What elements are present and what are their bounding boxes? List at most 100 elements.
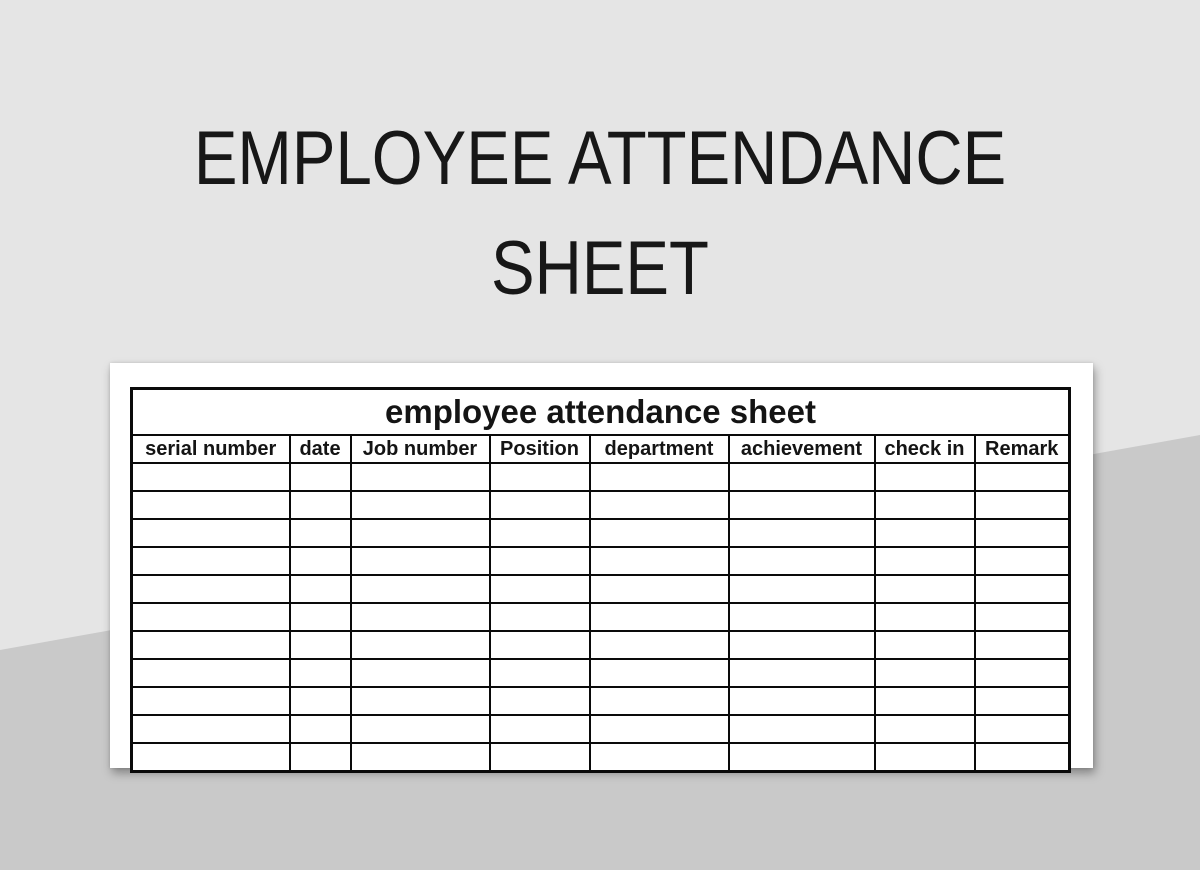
- empty-cell: [588, 630, 730, 660]
- empty-cell: [973, 602, 1071, 632]
- empty-cell: [288, 574, 352, 604]
- empty-cell: [130, 462, 291, 492]
- empty-cell: [727, 686, 876, 716]
- table-row: [130, 658, 1071, 688]
- empty-cell: [727, 574, 876, 604]
- empty-cell: [288, 630, 352, 660]
- empty-cell: [588, 462, 730, 492]
- empty-cell: [588, 490, 730, 520]
- column-header-check-in: check in: [873, 434, 976, 464]
- empty-cell: [349, 658, 491, 688]
- table-header-row: serial number date Job number Position depar…: [130, 434, 1071, 464]
- empty-cell: [488, 546, 591, 576]
- empty-cell: [973, 462, 1071, 492]
- table-row: [130, 602, 1071, 632]
- empty-cell: [349, 602, 491, 632]
- empty-cell: [488, 490, 591, 520]
- empty-cell: [727, 630, 876, 660]
- empty-cell: [130, 658, 291, 688]
- empty-cell: [873, 742, 976, 773]
- empty-cell: [973, 630, 1071, 660]
- empty-cell: [349, 490, 491, 520]
- empty-cell: [349, 742, 491, 773]
- empty-cell: [288, 602, 352, 632]
- empty-cell: [873, 686, 976, 716]
- empty-cell: [873, 490, 976, 520]
- template-preview-card: employee attendance sheet serial number d…: [110, 363, 1093, 773]
- table-row: [130, 518, 1071, 548]
- empty-cell: [588, 574, 730, 604]
- empty-cell: [349, 574, 491, 604]
- empty-cell: [973, 490, 1071, 520]
- page-title-line1: EMPLOYEE ATTENDANCE: [193, 116, 1007, 201]
- page-title: EMPLOYEE ATTENDANCE SHEET: [84, 104, 1116, 324]
- empty-cell: [727, 518, 876, 548]
- empty-cell: [130, 518, 291, 548]
- empty-cell: [130, 490, 291, 520]
- empty-cell: [288, 742, 352, 773]
- empty-cell: [288, 546, 352, 576]
- attendance-table: employee attendance sheet serial number d…: [130, 387, 1071, 773]
- empty-cell: [727, 658, 876, 688]
- empty-cell: [288, 490, 352, 520]
- table-row: [130, 742, 1071, 773]
- table-row: [130, 686, 1071, 716]
- empty-cell: [873, 630, 976, 660]
- empty-cell: [349, 546, 491, 576]
- table-row: [130, 714, 1071, 744]
- table-row: [130, 574, 1071, 604]
- column-header-department: department: [588, 434, 730, 464]
- empty-cell: [288, 462, 352, 492]
- empty-cell: [130, 546, 291, 576]
- column-header-date: date: [288, 434, 352, 464]
- empty-cell: [588, 658, 730, 688]
- empty-cell: [488, 518, 591, 548]
- empty-cell: [727, 490, 876, 520]
- column-header-remark: Remark: [973, 434, 1071, 464]
- empty-cell: [488, 462, 591, 492]
- empty-cell: [288, 714, 352, 744]
- empty-cell: [130, 574, 291, 604]
- empty-cell: [588, 742, 730, 773]
- column-header-achievement: achievement: [727, 434, 876, 464]
- table-row: [130, 546, 1071, 576]
- empty-cell: [873, 658, 976, 688]
- empty-cell: [488, 630, 591, 660]
- empty-cell: [973, 658, 1071, 688]
- empty-cell: [130, 686, 291, 716]
- empty-cell: [873, 462, 976, 492]
- empty-cell: [973, 714, 1071, 744]
- empty-cell: [488, 602, 591, 632]
- column-header-serial-number: serial number: [130, 434, 291, 464]
- empty-cell: [873, 714, 976, 744]
- empty-cell: [349, 714, 491, 744]
- empty-cell: [588, 518, 730, 548]
- table-title: employee attendance sheet: [130, 387, 1071, 436]
- column-header-job-number: Job number: [349, 434, 491, 464]
- empty-cell: [130, 714, 291, 744]
- empty-cell: [288, 518, 352, 548]
- empty-cell: [973, 574, 1071, 604]
- empty-cell: [727, 742, 876, 773]
- empty-cell: [349, 518, 491, 548]
- empty-cell: [349, 630, 491, 660]
- empty-cell: [488, 574, 591, 604]
- empty-cell: [727, 714, 876, 744]
- empty-cell: [973, 518, 1071, 548]
- empty-cell: [727, 602, 876, 632]
- empty-cell: [588, 714, 730, 744]
- empty-cell: [130, 630, 291, 660]
- empty-cell: [727, 546, 876, 576]
- empty-cell: [130, 602, 291, 632]
- table-title-row: employee attendance sheet: [130, 387, 1071, 436]
- empty-cell: [873, 602, 976, 632]
- empty-cell: [588, 686, 730, 716]
- empty-cell: [488, 658, 591, 688]
- empty-cell: [488, 686, 591, 716]
- page-title-line2: SHEET: [491, 226, 709, 311]
- empty-cell: [288, 658, 352, 688]
- empty-cell: [488, 714, 591, 744]
- empty-cell: [349, 686, 491, 716]
- table-row: [130, 490, 1071, 520]
- empty-cell: [130, 742, 291, 773]
